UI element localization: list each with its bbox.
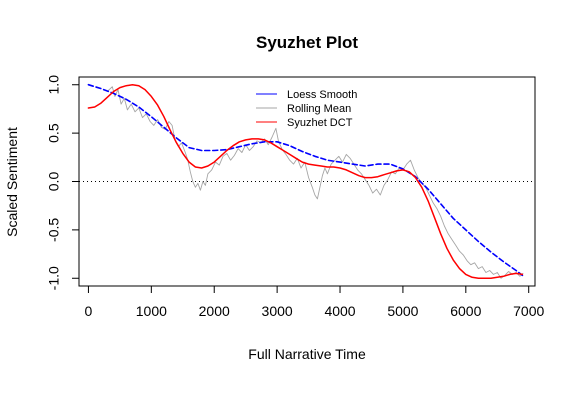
series-line-loess-smooth <box>87 83 524 277</box>
x-axis-label: Full Narrative Time <box>248 346 366 362</box>
legend-label-loess: Loess Smooth <box>287 89 357 101</box>
x-tick-label: 6000 <box>450 303 481 319</box>
y-tick-label: 0.0 <box>46 172 62 192</box>
legend-item-syuzhet-dct: Syuzhet DCT <box>256 117 353 129</box>
series-layer <box>79 83 535 280</box>
y-tick-label: -0.5 <box>46 218 62 242</box>
series-line-rolling-mean <box>106 86 524 279</box>
legend-item-rolling-mean: Rolling Mean <box>256 103 351 115</box>
y-tick-label: 1.0 <box>46 75 62 95</box>
x-axis: 0 1000 2000 3000 4000 5000 6000 7000 <box>85 285 544 319</box>
x-tick-label: 0 <box>85 303 93 319</box>
x-tick-label: 7000 <box>513 303 544 319</box>
series-line-syuzhet-dct <box>87 83 524 280</box>
x-tick-label: 3000 <box>262 303 293 319</box>
y-tick-label: 0.5 <box>46 123 62 143</box>
x-tick-label: 5000 <box>387 303 418 319</box>
legend-item-loess: Loess Smooth <box>256 89 357 101</box>
y-axis-label: Scaled Sentiment <box>4 127 20 237</box>
legend-label-rolling-mean: Rolling Mean <box>287 103 351 115</box>
x-tick-label: 4000 <box>324 303 355 319</box>
legend: Loess Smooth Rolling Mean Syuzhet DCT <box>256 89 357 129</box>
x-tick-label: 1000 <box>136 303 167 319</box>
chart-title: Syuzhet Plot <box>256 33 358 52</box>
legend-label-syuzhet-dct: Syuzhet DCT <box>287 117 353 129</box>
x-tick-label: 2000 <box>199 303 230 319</box>
y-axis: -1.0 -0.5 0.0 0.5 1.0 <box>46 75 80 290</box>
y-tick-label: -1.0 <box>46 266 62 290</box>
